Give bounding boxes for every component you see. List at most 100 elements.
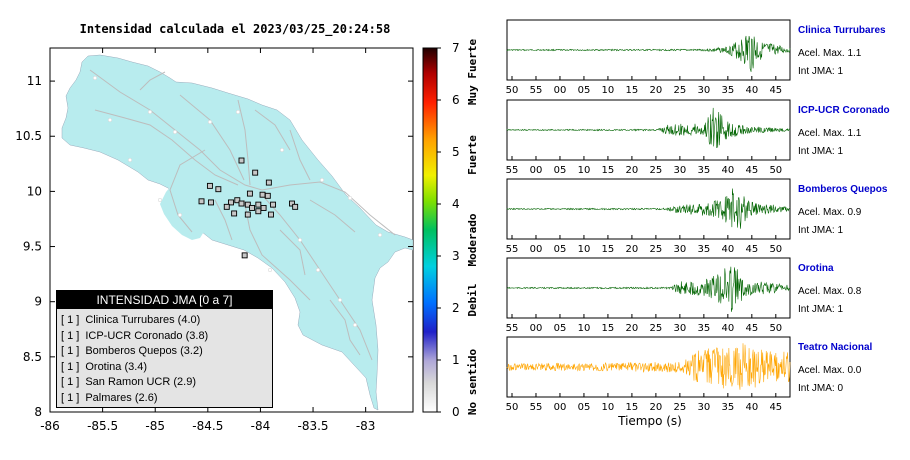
time-tick-label: 10 [578, 244, 591, 255]
time-tick-label: 15 [602, 165, 615, 176]
legend-item: [ 1 ] ICP-UCR Coronado (3.8) [61, 329, 272, 345]
time-tick-label: 25 [650, 165, 663, 176]
time-tick-label: 35 [697, 165, 710, 176]
station-marker [238, 200, 245, 207]
time-tick-label: 10 [602, 85, 615, 96]
time-tick-label: 15 [626, 402, 639, 413]
station-marker [208, 199, 214, 206]
station-marker [215, 186, 222, 193]
station-marker [244, 211, 251, 218]
lon-tick-label: -83 [356, 419, 376, 433]
waveform-xlabel: Tiempo (s) [618, 414, 682, 428]
station-name: Bomberos Quepos [798, 184, 888, 195]
legend-item-label: Orotina (3.4) [85, 360, 148, 373]
colorbar-tick-label: 7 [452, 41, 460, 55]
costa-rica-landmass [61, 54, 413, 411]
time-tick-label: 35 [721, 402, 734, 413]
station-marker [244, 201, 251, 208]
time-tick-label: 55 [506, 165, 519, 176]
time-tick-label: 10 [602, 402, 615, 413]
waveform-panel: 55 00 05 10 15 20 25 30 35 40 45 50 ICP-UCR Coronado… [506, 99, 890, 176]
station-jma: Int JMA: 1 [798, 66, 843, 77]
colorbar-band-label: Fuerte [466, 135, 479, 175]
time-tick-label: 00 [554, 85, 567, 96]
waveform-trace [506, 35, 791, 72]
legend-item-mark: [ 1 ] [61, 376, 80, 388]
waveform-trace [506, 188, 791, 229]
time-tick-label: 30 [697, 402, 710, 413]
legend-item-mark: [ 1 ] [61, 345, 80, 357]
time-tick-label: 00 [530, 244, 543, 255]
colorbar-tick-label: 6 [452, 93, 460, 107]
time-tick-label: 20 [626, 323, 639, 334]
colorbar-band-label: No sentido [466, 349, 479, 416]
station-accel: Acel. Max. 1.1 [798, 128, 862, 139]
colorbar-tick-label: 0 [452, 405, 460, 419]
time-tick-label: 20 [650, 85, 663, 96]
legend-item-mark: [ 1 ] [61, 391, 80, 404]
waveform-trace [506, 343, 791, 390]
time-tick-label: 35 [697, 244, 710, 255]
station-accel: Acel. Max. 0.0 [798, 365, 862, 376]
lat-tick-label: 10.5 [15, 129, 42, 143]
time-tick-label: 55 [506, 244, 519, 255]
colorbar-ticks: 7 6 5 4 3 2 1 0 [437, 41, 460, 419]
station-jma: Int JMA: 1 [798, 146, 843, 157]
waveform-trace [506, 107, 791, 149]
time-tick-label: 35 [721, 85, 734, 96]
time-tick-label: 50 [506, 85, 519, 96]
time-tick-label: 40 [745, 85, 758, 96]
time-tick-label: 30 [674, 244, 687, 255]
intensity-legend: INTENSIDAD JMA [0 a 7] [ 1 ] Clinica Turr… [56, 290, 273, 408]
legend-item: [ 1 ] Orotina (3.4) [61, 360, 272, 376]
waveform-panel: 55 00 05 10 15 20 25 30 35 40 45 50 Orotina Acel. Max… [506, 257, 862, 334]
time-tick-label: 05 [578, 402, 591, 413]
lon-tick-label: -86 [40, 419, 60, 433]
lon-tick-label: -85.5 [87, 419, 118, 433]
time-tick-label: 40 [745, 402, 758, 413]
station-marker [255, 201, 262, 208]
station-name: ICP-UCR Coronado [798, 105, 890, 116]
station-marker [238, 157, 245, 164]
time-tick-label: 45 [745, 165, 758, 176]
time-tick-label: 05 [554, 165, 567, 176]
time-tick-label: 30 [674, 323, 687, 334]
time-tick-label: 45 [769, 402, 782, 413]
time-tick-label: 10 [578, 323, 591, 334]
station-marker [223, 203, 230, 210]
time-tick-label: 55 [530, 85, 543, 96]
station-marker [292, 203, 299, 210]
lon-tick-label: -84.5 [192, 419, 223, 433]
lat-tick-label: 9.5 [23, 240, 42, 254]
waveform-panel: 55 00 05 10 15 20 25 30 35 40 45 50 Bomberos Quepos A… [506, 178, 888, 255]
lat-tick-label: 9 [34, 295, 42, 309]
time-tick-label: 20 [626, 244, 639, 255]
legend-item: [ 1 ] San Ramon UCR (2.9) [61, 375, 272, 391]
colorbar-bands: Muy Fuerte Fuerte Moderado Debil No sentido [466, 39, 479, 416]
station-marker [289, 200, 295, 207]
time-tick-label: 45 [745, 323, 758, 334]
legend-item-label: Clinica Turrubares (4.0) [85, 314, 201, 326]
legend-item: [ 1 ] Bomberos Quepos (3.2) [61, 344, 272, 360]
lon-tick-label: -85 [145, 419, 165, 433]
waveform-trace [506, 266, 791, 312]
time-tick-label: 30 [697, 85, 710, 96]
road-network [89, 69, 396, 361]
station-marker [234, 197, 241, 204]
legend-title: INTENSIDAD JMA [0 a 7] [57, 291, 272, 309]
time-tick-label: 25 [650, 244, 663, 255]
legend-item-mark: [ 1 ] [61, 360, 80, 373]
time-tick-label: 25 [650, 323, 663, 334]
station-jma: Int JMA: 0 [798, 383, 843, 394]
station-name: Orotina [798, 263, 834, 274]
time-tick-label: 05 [554, 244, 567, 255]
map-ticks: -86 -85.5 -85 -84.5 -84 -83.5 -83 11 10.5 10 9.5 9 8… [15, 48, 413, 433]
waveform-panel: 50 55 00 05 10 15 20 25 30 35 40 45 Clinica Turrubar… [506, 19, 886, 96]
time-tick-label: 25 [674, 402, 687, 413]
time-tick-label: 50 [769, 165, 782, 176]
station-jma: Int JMA: 1 [798, 225, 843, 236]
time-tick-label: 50 [506, 402, 519, 413]
legend-item: [ 1 ] Palmares (2.6) [61, 391, 272, 407]
station-jma: Int JMA: 1 [798, 304, 843, 315]
